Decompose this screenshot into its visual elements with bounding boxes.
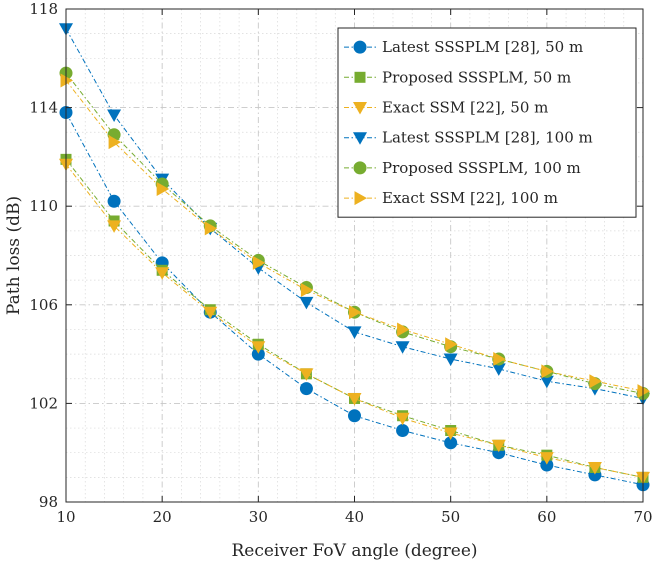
data-point xyxy=(443,353,458,367)
data-point xyxy=(108,135,122,150)
data-point xyxy=(396,424,410,438)
data-point xyxy=(637,384,650,399)
legend-entry: Proposed SSSPLM, 100 m xyxy=(344,159,581,177)
data-point xyxy=(347,326,362,339)
data-point xyxy=(444,436,458,450)
data-point xyxy=(491,439,506,453)
legend-entry: Exact SSM [22], 50 m xyxy=(344,99,548,117)
x-tick-label: 10 xyxy=(56,508,75,526)
data-point xyxy=(204,221,218,236)
tick-marks xyxy=(65,8,644,503)
data-point xyxy=(587,461,602,475)
y-tick-label: 118 xyxy=(29,0,58,18)
data-point xyxy=(347,392,362,406)
legend-entry: Exact SSM [22], 100 m xyxy=(344,189,558,207)
y-tick-label: 98 xyxy=(39,493,58,511)
x-axis-label: Receiver FoV angle (degree) xyxy=(231,541,477,561)
legend-entry: Proposed SSSPLM, 50 m xyxy=(344,68,571,86)
y-tick-labels: 98 102 106 110 114 118 xyxy=(29,0,58,511)
data-point xyxy=(395,412,410,426)
data-point xyxy=(300,283,314,298)
data-point xyxy=(539,452,554,465)
legend-marker xyxy=(353,40,367,54)
data-point xyxy=(493,352,506,367)
data-point xyxy=(348,409,361,423)
data-point xyxy=(107,109,122,122)
data-point xyxy=(395,341,410,354)
legend-marker xyxy=(353,132,367,145)
data-point xyxy=(349,305,362,320)
legend-marker xyxy=(354,191,367,206)
legend-entry: Latest SSSPLM [28], 50 m xyxy=(344,38,583,56)
data-point xyxy=(203,306,218,320)
series-6 xyxy=(60,73,650,399)
y-tick-label: 106 xyxy=(29,296,58,314)
legend-entry: Latest SSSPLM [28], 100 m xyxy=(344,129,593,147)
y-tick-label: 110 xyxy=(29,197,58,215)
y-tick-label: 102 xyxy=(29,394,58,412)
data-point xyxy=(156,181,170,196)
data-point xyxy=(540,458,554,472)
x-tick-label: 50 xyxy=(441,508,460,526)
data-point xyxy=(251,341,266,354)
data-point xyxy=(541,364,554,379)
data-point xyxy=(252,255,266,270)
data-point xyxy=(491,363,506,376)
legend: Latest SSSPLM [28], 50 m Proposed SSSPLM,… xyxy=(337,27,637,218)
legend-marker xyxy=(354,71,366,83)
x-tick-label: 20 xyxy=(153,508,172,526)
data-point xyxy=(251,347,265,361)
data-point xyxy=(397,322,410,337)
legend-marker xyxy=(353,102,367,115)
data-point xyxy=(60,73,73,88)
legend-label: Proposed SSSPLM, 50 m xyxy=(382,68,571,86)
x-tick-label: 70 xyxy=(633,508,652,526)
data-point xyxy=(589,374,602,389)
data-point xyxy=(107,194,121,208)
data-point xyxy=(299,368,314,381)
x-tick-labels: 10 20 30 40 50 60 70 xyxy=(56,508,652,526)
y-tick-label: 114 xyxy=(29,99,58,117)
data-point xyxy=(443,427,458,440)
legend-label: Proposed SSSPLM, 100 m xyxy=(382,159,581,177)
data-point xyxy=(155,267,170,280)
legend-label: Latest SSSPLM [28], 50 m xyxy=(382,38,583,56)
legend-label: Latest SSSPLM [28], 100 m xyxy=(382,129,593,147)
data-point xyxy=(299,382,313,396)
x-tick-label: 60 xyxy=(537,508,556,526)
legend-box xyxy=(337,27,637,218)
legend-label: Exact SSM [22], 50 m xyxy=(382,99,548,117)
series-3 xyxy=(59,158,650,485)
data-point xyxy=(445,337,458,352)
data-point xyxy=(107,220,122,233)
data-point xyxy=(299,296,314,310)
legend-marker xyxy=(353,161,367,175)
legend-label: Exact SSM [22], 100 m xyxy=(382,189,558,207)
data-point xyxy=(539,375,554,389)
series-layer xyxy=(59,23,650,492)
x-tick-label: 30 xyxy=(249,508,268,526)
y-axis-label: Path loss (dB) xyxy=(4,196,24,315)
x-tick-label: 40 xyxy=(345,508,364,526)
